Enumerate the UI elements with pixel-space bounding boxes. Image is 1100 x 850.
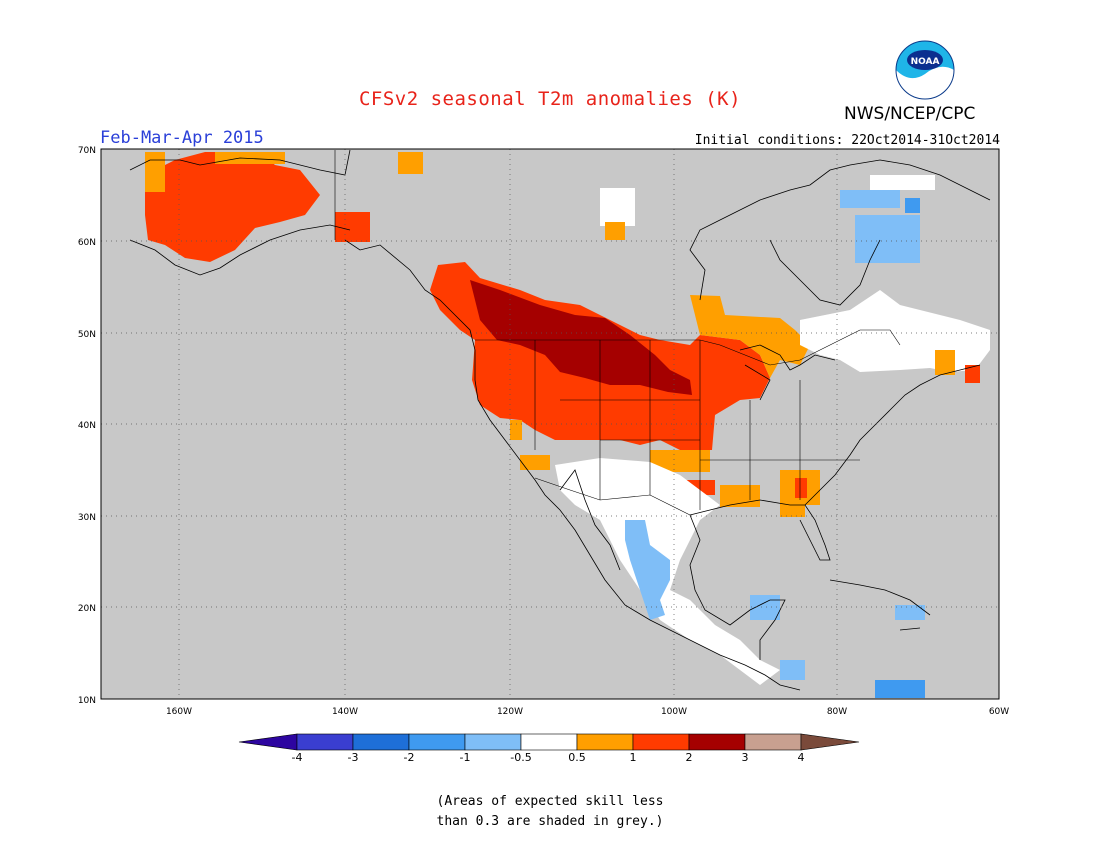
lon-label: 120W — [497, 707, 523, 717]
anomaly-region-dark-red-core — [470, 280, 692, 395]
legend-tick-label: -4 — [292, 751, 303, 764]
legend-tick-label: -0.5 — [510, 751, 531, 764]
anomaly-region-alaska-north-2 — [215, 152, 285, 164]
lon-label: 60W — [989, 707, 1009, 717]
anomaly-region-plains-warm — [650, 450, 710, 472]
lon-label: 100W — [661, 707, 687, 717]
color-legend: -4 -3 -2 -1 -0.5 0.5 1 2 3 4 — [238, 733, 860, 764]
chart-title: CFSv2 seasonal T2m anomalies (K) — [358, 88, 742, 110]
legend-tick-label: 3 — [742, 751, 749, 764]
anomaly-region-mexico-cool — [625, 520, 670, 620]
graticule — [101, 149, 999, 699]
legend-tick-label: 4 — [798, 751, 805, 764]
hudson-bay-coast — [689, 159, 991, 301]
coastlines — [129, 149, 991, 691]
lat-label: 30N — [78, 513, 96, 523]
legend-tick-label: -1 — [460, 751, 471, 764]
forecast-period: Feb-Mar-Apr 2015 — [100, 128, 264, 148]
latitude-axis: 70N 60N 50N 40N 30N 20N 10N — [78, 146, 96, 706]
legend-swatch — [688, 733, 746, 751]
anomaly-region-baffin-cool — [840, 190, 900, 208]
alaska-south-coast — [129, 224, 351, 276]
lat-label: 50N — [78, 330, 96, 340]
legend-swatch — [464, 733, 522, 751]
legend-tick-label: 1 — [630, 751, 637, 764]
anomaly-region-caribbean-cool — [875, 680, 925, 698]
legend-tick-label: 2 — [686, 751, 693, 764]
political-borders — [334, 150, 901, 516]
gulf-of-california — [559, 469, 621, 571]
map-frame — [100, 148, 1000, 700]
lon-label: 160W — [166, 707, 192, 717]
longitude-axis: 160W 140W 120W 100W 80W 60W — [166, 707, 1009, 717]
great-lakes — [739, 344, 836, 401]
noaa-logo: NOAA — [895, 40, 955, 100]
anomaly-map: 70N 60N 50N 40N 30N 20N 10N 160W 140W 12… — [78, 146, 1009, 764]
anomaly-region-hudson-warm — [605, 222, 625, 240]
anomaly-region-newfoundland-warm — [965, 365, 980, 383]
lon-label: 80W — [827, 707, 847, 717]
logo-text: NOAA — [911, 57, 940, 67]
legend-swatch — [632, 733, 690, 751]
anomaly-region-maritime-warm — [935, 350, 955, 375]
pacific-coastline — [129, 149, 801, 691]
anomaly-region-arctic-spot — [398, 152, 423, 174]
lat-label: 20N — [78, 604, 96, 614]
anomaly-region-southeast-red — [795, 478, 807, 498]
lon-label: 140W — [332, 707, 358, 717]
legend-swatch — [520, 733, 578, 751]
legend-tick-label: -2 — [404, 751, 415, 764]
anomaly-region-antilles-cool — [895, 605, 925, 620]
hudson-bay-east — [769, 239, 881, 306]
legend-arrow-high — [800, 733, 860, 751]
legend-swatch — [576, 733, 634, 751]
atlantic-coastline — [804, 364, 981, 506]
anomaly-region-baffin-cool-2 — [905, 198, 920, 213]
lat-label: 70N — [78, 146, 96, 156]
initial-conditions: Initial conditions: 22Oct2014-31Oct2014 — [694, 133, 1000, 148]
lat-label: 10N — [78, 696, 96, 706]
legend-swatch — [352, 733, 410, 751]
anomaly-region-hudson-white — [600, 188, 635, 226]
anomaly-region-az-warm — [520, 455, 550, 470]
anomaly-region-great-lakes-warm — [690, 295, 810, 378]
legend-tick-label: 0.5 — [568, 751, 586, 764]
state-borders — [534, 340, 860, 510]
legend-tick-label: -3 — [348, 751, 359, 764]
skill-note-line: than 0.3 are shaded in grey.) — [436, 814, 664, 829]
legend-arrow-low — [238, 733, 298, 751]
legend-swatch — [408, 733, 466, 751]
anomaly-region-arctic-white — [870, 175, 935, 190]
us-canada-border — [475, 329, 901, 366]
anomaly-region-yukon — [335, 212, 370, 242]
anomaly-region-florida-warm — [780, 505, 805, 517]
lat-label: 40N — [78, 421, 96, 431]
legend-swatch — [744, 733, 802, 751]
anomaly-region-central-america-cool — [780, 660, 805, 680]
lat-label: 60N — [78, 238, 96, 248]
caribbean-islands — [829, 579, 931, 631]
anomaly-region-alaska-north — [145, 152, 165, 192]
anomaly-region-nevada-warm — [510, 420, 522, 440]
anomaly-region-foxe-cool — [855, 215, 920, 263]
legend-swatch — [296, 733, 354, 751]
florida-coastline — [689, 499, 831, 561]
skill-note: (Areas of expected skill less than 0.3 a… — [0, 792, 1100, 832]
skill-note-line: (Areas of expected skill less — [436, 794, 664, 809]
gulf-coastline — [689, 514, 786, 660]
agency-label: NWS/NCEP/CPC — [844, 104, 976, 124]
anomaly-region-alaska-warm — [145, 152, 320, 262]
